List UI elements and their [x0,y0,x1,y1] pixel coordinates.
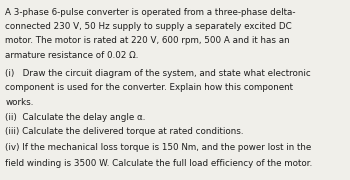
Text: armature resistance of 0.02 Ω.: armature resistance of 0.02 Ω. [5,51,139,60]
Text: component is used for the converter. Explain how this component: component is used for the converter. Exp… [5,83,293,92]
Text: connected 230 V, 50 Hz supply to supply a separately excited DC: connected 230 V, 50 Hz supply to supply … [5,22,292,31]
Text: motor. The motor is rated at 220 V, 600 rpm, 500 A and it has an: motor. The motor is rated at 220 V, 600 … [5,36,290,45]
Text: works.: works. [5,98,34,107]
Text: A 3-phase 6-pulse converter is operated from a three-phase delta-: A 3-phase 6-pulse converter is operated … [5,8,296,17]
Text: field winding is 3500 W. Calculate the full load efficiency of the motor.: field winding is 3500 W. Calculate the f… [5,159,313,168]
Text: (i)   Draw the circuit diagram of the system, and state what electronic: (i) Draw the circuit diagram of the syst… [5,69,311,78]
Text: (iii) Calculate the delivered torque at rated conditions.: (iii) Calculate the delivered torque at … [5,127,244,136]
Text: (iv) If the mechanical loss torque is 150 Nm, and the power lost in the: (iv) If the mechanical loss torque is 15… [5,143,312,152]
Text: (ii)  Calculate the delay angle α.: (ii) Calculate the delay angle α. [5,113,146,122]
